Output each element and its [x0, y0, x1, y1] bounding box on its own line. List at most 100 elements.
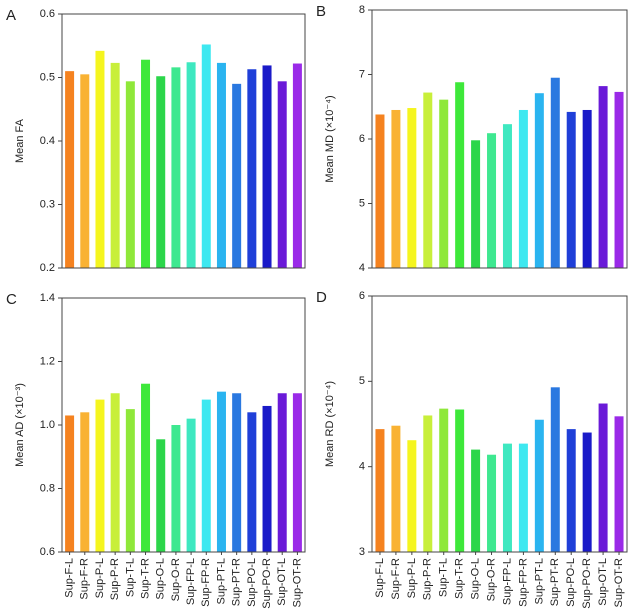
bar: [141, 59, 151, 268]
y-tick-label: 8: [359, 4, 365, 16]
bar: [487, 133, 497, 268]
y-tick-label: 3: [359, 546, 365, 558]
bar: [292, 393, 302, 552]
y-tick-label: 0.5: [40, 71, 55, 83]
bar: [95, 50, 105, 268]
x-tick-label: Sup-OT-R: [613, 558, 625, 608]
panel-label: A: [6, 7, 16, 24]
bar: [80, 412, 90, 552]
x-tick-label: Sup-T-L: [438, 558, 450, 597]
x-tick-label: Sup-F-R: [79, 558, 91, 600]
x-tick-label: Sup-F-R: [390, 558, 402, 600]
x-tick-label: Sup-OT-R: [291, 558, 303, 608]
x-tick-label: Sup-FP-R: [200, 558, 212, 607]
x-tick-label: Sup-P-R: [109, 558, 121, 600]
bar: [407, 108, 417, 268]
bar: [518, 109, 528, 268]
bar: [598, 403, 608, 552]
bar: [125, 409, 135, 552]
y-tick-label: 1.0: [40, 419, 55, 431]
bar: [614, 91, 624, 268]
bar: [232, 393, 242, 552]
bar: [262, 405, 272, 552]
bar: [439, 99, 449, 268]
bar: [471, 140, 481, 268]
bar: [95, 399, 105, 552]
bar: [391, 109, 401, 268]
bar: [247, 69, 257, 269]
panel-label: D: [316, 289, 327, 306]
bar: [439, 408, 449, 552]
x-tick-label: Sup-T-L: [124, 558, 136, 597]
x-tick-label: Sup-P-R: [422, 558, 434, 600]
x-tick-label: Sup-PT-L: [215, 558, 227, 604]
plot-frame: [61, 297, 306, 553]
bar: [141, 383, 151, 552]
y-tick-label: 1.2: [40, 355, 55, 367]
x-tick-label: Sup-PT-L: [533, 558, 545, 604]
x-tick-label: Sup-PO-L: [565, 558, 577, 607]
bar: [201, 399, 211, 552]
bar: [487, 454, 497, 552]
bar: [80, 74, 90, 268]
y-tick-label: 0.8: [40, 482, 55, 494]
y-tick-label: 4: [359, 461, 365, 473]
bar: [566, 111, 576, 268]
bar: [534, 93, 544, 268]
x-tick-label: Sup-PO-R: [581, 558, 593, 609]
x-tick-label: Sup-O-L: [470, 558, 482, 600]
bar: [471, 449, 481, 552]
x-tick-label: Sup-F-L: [64, 558, 76, 598]
bar: [65, 415, 75, 552]
y-tick-label: 0.2: [40, 262, 55, 274]
y-tick-label: 4: [359, 262, 365, 274]
x-tick-label: Sup-F-L: [374, 558, 386, 598]
y-tick-label: 5: [359, 197, 365, 209]
bar: [550, 387, 560, 552]
plot-frame: [371, 9, 628, 269]
x-tick-label: Sup-O-R: [485, 558, 497, 601]
bar: [550, 77, 560, 268]
x-tick-label: Sup-PT-R: [549, 558, 561, 606]
y-tick-label: 6: [359, 290, 365, 302]
y-tick-label: 7: [359, 68, 365, 80]
x-tick-label: Sup-P-L: [406, 558, 418, 598]
panel-label: C: [6, 291, 17, 308]
bar: [292, 63, 302, 268]
bar: [201, 44, 211, 269]
y-tick-label: 0.3: [40, 198, 55, 210]
bar: [455, 82, 465, 269]
bar: [125, 81, 135, 268]
x-tick-label: Sup-PT-R: [231, 558, 243, 606]
bar: [110, 62, 120, 268]
bar: [423, 92, 433, 268]
bar: [262, 65, 272, 268]
bar: [232, 83, 242, 268]
y-tick-label: 0.6: [40, 8, 55, 20]
bar: [375, 429, 385, 552]
bar: [614, 416, 624, 552]
x-tick-label: Sup-OT-L: [597, 558, 609, 606]
x-tick-label: Sup-OT-L: [276, 558, 288, 606]
x-tick-label: Sup-FP-L: [501, 558, 513, 605]
y-tick-label: 6: [359, 133, 365, 145]
y-axis-label: Mean FA: [14, 118, 26, 163]
bar: [216, 62, 226, 268]
bar: [156, 439, 166, 552]
panel-label: B: [316, 3, 326, 20]
bar: [171, 425, 181, 552]
y-axis-label: Mean MD (×10⁻⁴): [324, 95, 336, 182]
bar: [582, 109, 592, 268]
bar: [186, 62, 196, 269]
x-tick-label: Sup-PO-R: [261, 558, 273, 609]
bar: [375, 114, 385, 269]
x-tick-label: Sup-T-R: [454, 558, 466, 599]
bar: [518, 443, 528, 552]
bar: [277, 81, 287, 268]
y-tick-label: 0.6: [40, 546, 55, 558]
bar: [277, 393, 287, 552]
bar: [186, 418, 196, 552]
x-tick-label: Sup-O-L: [155, 558, 167, 600]
bar: [502, 124, 512, 268]
